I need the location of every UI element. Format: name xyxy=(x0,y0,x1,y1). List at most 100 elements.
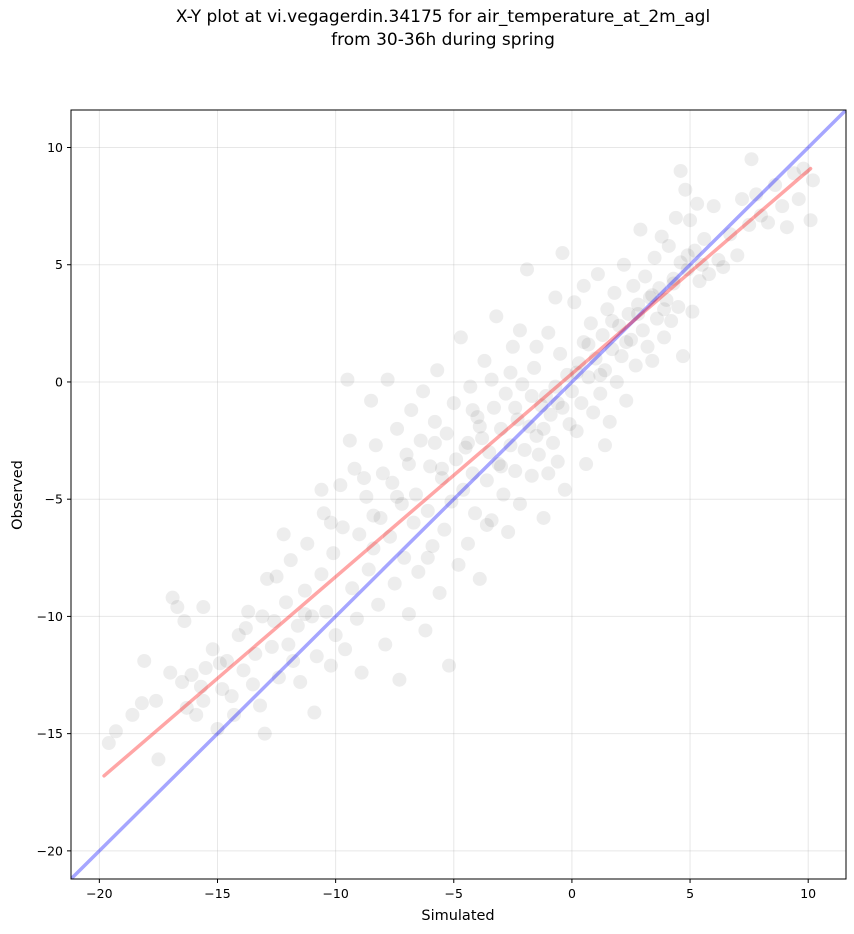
data-point xyxy=(602,414,617,429)
data-point xyxy=(276,527,291,542)
data-point xyxy=(444,494,459,509)
x-tick-label: 10 xyxy=(800,886,816,901)
title-line-2: from 30-36h during spring xyxy=(331,30,555,50)
data-point xyxy=(510,412,525,427)
data-point xyxy=(666,276,681,291)
data-point xyxy=(472,419,487,434)
data-point xyxy=(236,663,251,678)
data-point xyxy=(673,255,688,270)
data-point xyxy=(283,553,298,568)
data-point xyxy=(425,539,440,554)
data-point xyxy=(626,278,641,293)
grid-lines xyxy=(71,110,846,879)
data-point xyxy=(224,689,239,704)
data-point xyxy=(711,253,726,268)
data-point xyxy=(253,698,268,713)
data-point xyxy=(524,389,539,404)
data-point xyxy=(281,637,296,652)
data-point xyxy=(659,292,674,307)
data-point xyxy=(368,438,383,453)
data-point xyxy=(666,271,681,286)
data-point xyxy=(534,398,549,413)
data-point xyxy=(779,220,794,235)
data-point xyxy=(706,199,721,214)
data-point xyxy=(411,564,426,579)
data-point xyxy=(286,653,301,668)
data-point xyxy=(657,330,672,345)
data-point xyxy=(541,466,556,481)
data-point xyxy=(472,571,487,586)
data-point xyxy=(401,457,416,472)
data-point xyxy=(548,290,563,305)
data-point xyxy=(267,614,282,629)
data-point xyxy=(576,278,591,293)
data-point xyxy=(434,461,449,476)
data-point xyxy=(439,426,454,441)
data-point xyxy=(671,299,686,314)
data-point xyxy=(219,653,234,668)
data-point xyxy=(642,290,657,305)
data-point xyxy=(307,705,322,720)
data-point xyxy=(593,386,608,401)
data-point xyxy=(460,536,475,551)
data-point xyxy=(151,752,166,767)
data-point xyxy=(491,457,506,472)
data-point xyxy=(404,403,419,418)
data-point xyxy=(345,581,360,596)
data-point xyxy=(640,339,655,354)
data-point xyxy=(512,323,527,338)
data-point xyxy=(749,187,764,202)
data-point xyxy=(512,496,527,511)
data-point xyxy=(609,374,624,389)
data-point xyxy=(430,363,445,378)
data-point xyxy=(753,208,768,223)
data-point xyxy=(205,642,220,657)
data-point xyxy=(456,482,471,497)
data-point xyxy=(633,222,648,237)
data-point xyxy=(768,178,783,193)
data-point xyxy=(529,339,544,354)
data-point xyxy=(446,396,461,411)
data-point xyxy=(125,707,140,722)
data-point xyxy=(416,384,431,399)
data-point xyxy=(241,604,256,619)
data-point xyxy=(255,609,270,624)
data-point xyxy=(623,332,638,347)
data-point xyxy=(723,227,738,242)
data-point xyxy=(359,489,374,504)
data-point xyxy=(515,377,530,392)
y-tick-label: 5 xyxy=(55,257,63,272)
data-point xyxy=(323,658,338,673)
x-tick-label: −10 xyxy=(322,886,348,901)
data-point xyxy=(657,302,672,317)
y-axis-label: Observed xyxy=(10,460,26,530)
data-point xyxy=(257,726,272,741)
x-axis-label: Simulated xyxy=(421,908,494,924)
data-point xyxy=(645,353,660,368)
data-point xyxy=(399,447,414,462)
data-point xyxy=(309,649,324,664)
data-point xyxy=(449,452,464,467)
data-point xyxy=(373,510,388,525)
data-point xyxy=(354,665,369,680)
data-point xyxy=(371,597,386,612)
data-point xyxy=(649,311,664,326)
data-point xyxy=(489,309,504,324)
data-point xyxy=(198,660,213,675)
data-point xyxy=(427,435,442,450)
data-point xyxy=(675,349,690,364)
data-point xyxy=(451,557,466,572)
data-point xyxy=(614,349,629,364)
data-point xyxy=(529,428,544,443)
data-point xyxy=(564,384,579,399)
data-point xyxy=(522,419,537,434)
data-point xyxy=(338,642,353,657)
data-point xyxy=(616,257,631,272)
y-tick-label: −10 xyxy=(37,609,63,624)
data-point xyxy=(465,466,480,481)
data-point xyxy=(694,257,709,272)
data-point xyxy=(264,639,279,654)
chart-title: X-Y plot at vi.vegagerdin.34175 for air_… xyxy=(0,6,854,52)
data-point xyxy=(231,628,246,643)
data-point xyxy=(607,285,622,300)
